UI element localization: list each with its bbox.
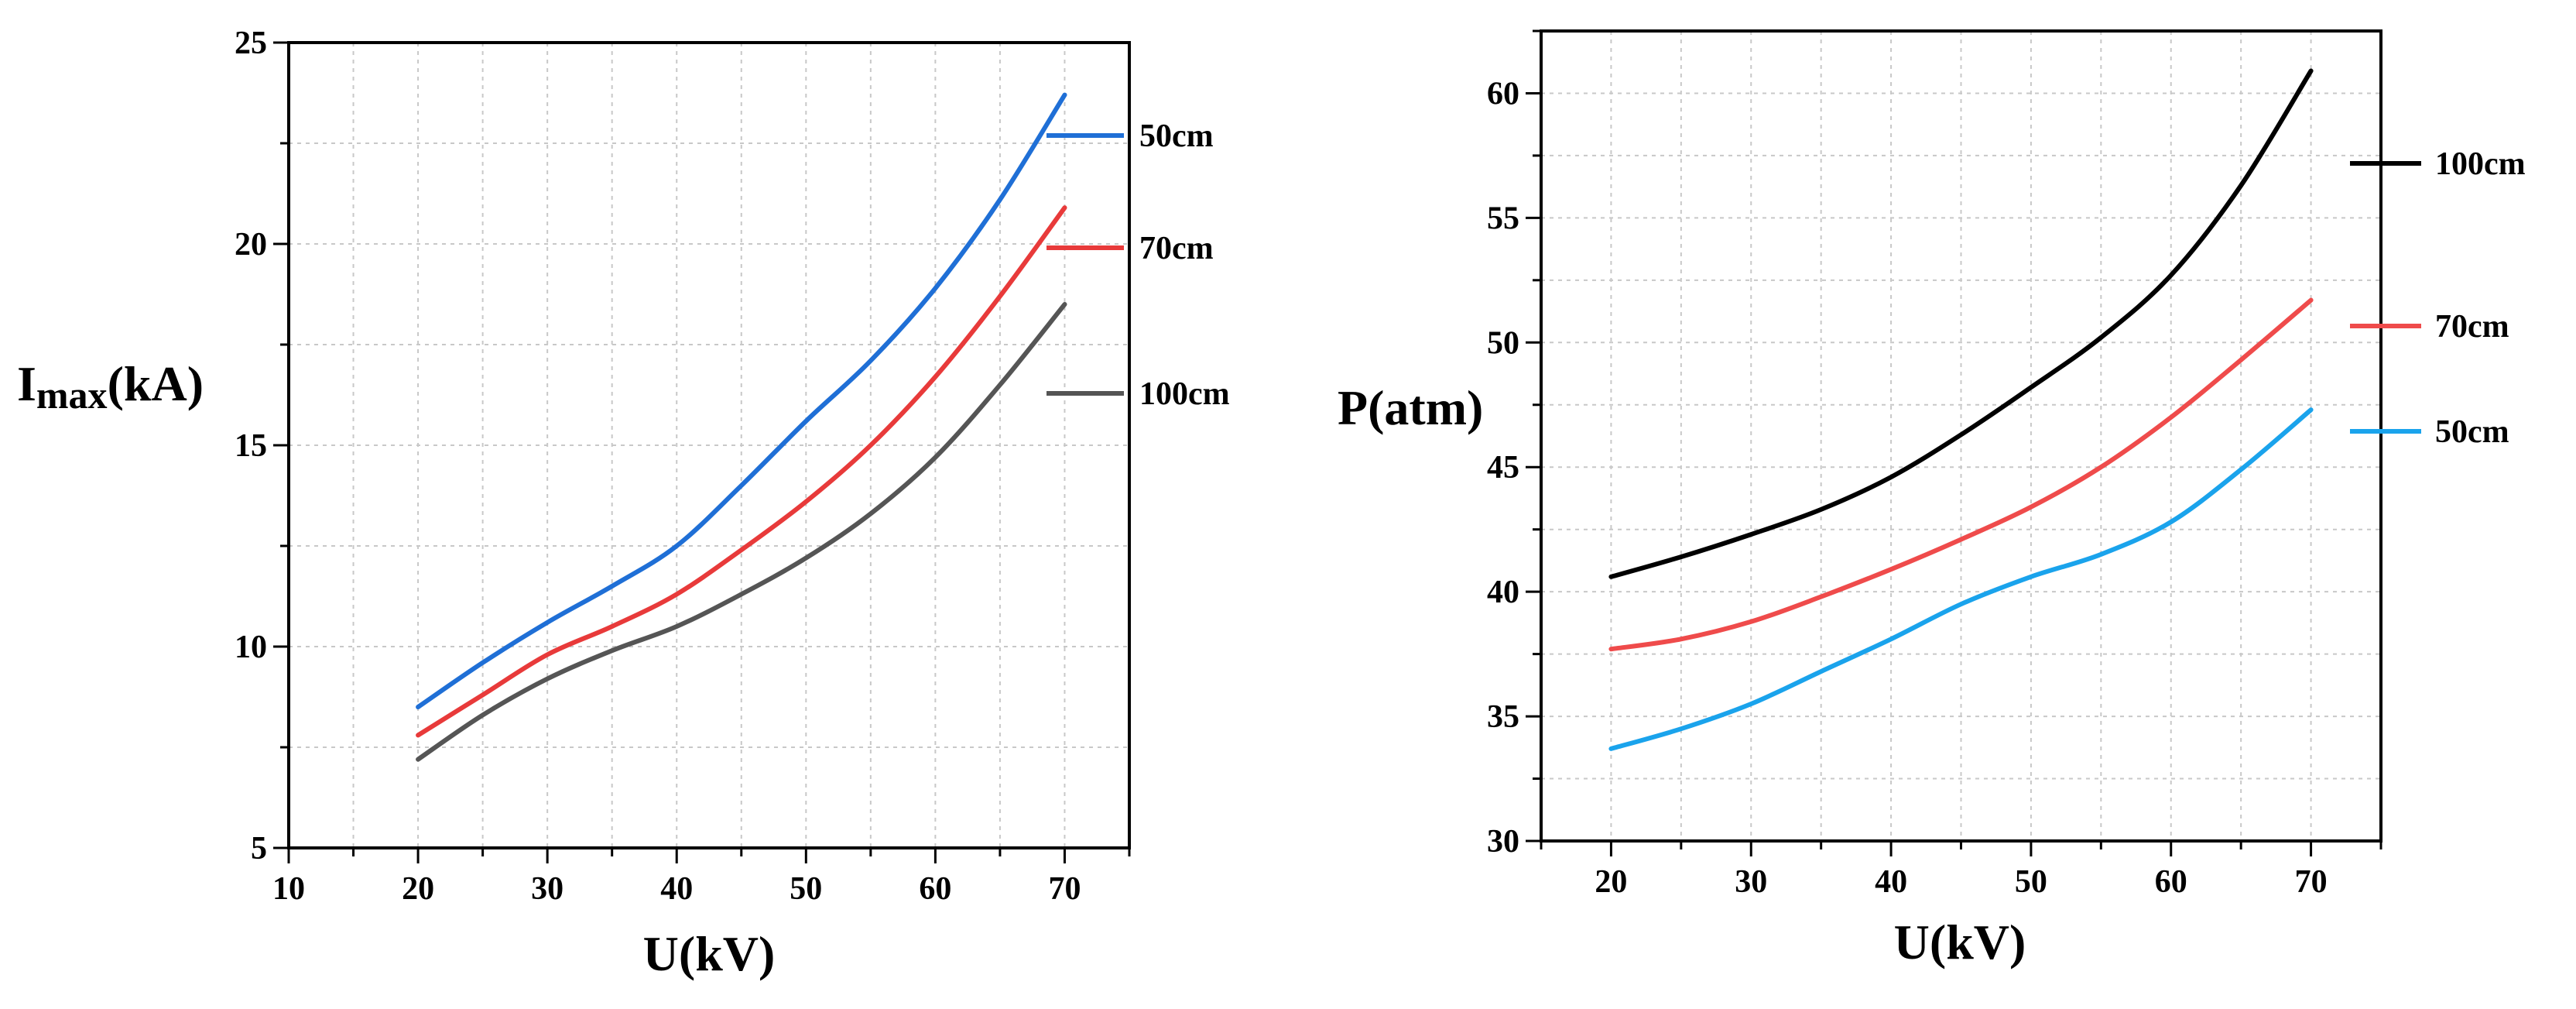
left-y-tick-label: 15 [235, 428, 267, 464]
right-legend: 100cm 70cm 50cm [2350, 146, 2526, 450]
right-series-line-70cm [1608, 297, 2314, 652]
left-y-axis-title-unit: (kA) [108, 356, 204, 411]
left-series [416, 92, 1067, 762]
right-series-line-100cm [1608, 68, 2314, 579]
right-x-tick-label: 70 [2295, 864, 2328, 900]
right-y-tick-label: 40 [1487, 575, 1519, 610]
left-grid [289, 43, 1129, 848]
right-tick-labels: 20 30 40 50 60 70 30 35 40 45 50 55 60 [1487, 76, 2328, 900]
right-y-tick-label: 50 [1487, 325, 1519, 361]
right-chart: 20 30 40 50 60 70 30 35 40 45 50 55 60 100cm 70cm 50cm… [1338, 29, 2526, 970]
right-y-axis-title: P(atm) [1338, 380, 1483, 435]
left-y-tick-label: 10 [235, 630, 267, 665]
right-x-tick-label: 20 [1595, 864, 1627, 900]
right-y-tick-label: 55 [1487, 201, 1519, 236]
left-legend-label-50cm: 50cm [1139, 118, 1214, 154]
left-x-tick-label: 50 [790, 871, 822, 907]
right-y-tick-label: 35 [1487, 699, 1519, 735]
right-y-tick-label: 30 [1487, 824, 1519, 860]
right-ticks [1526, 29, 2382, 856]
right-x-tick-label: 50 [2015, 864, 2047, 900]
left-x-tick-label: 70 [1048, 871, 1081, 907]
left-y-tick-label: 25 [235, 26, 267, 61]
left-y-tick-label: 20 [235, 227, 267, 263]
left-legend-label-70cm: 70cm [1139, 231, 1214, 266]
left-y-axis-title-main: I [17, 356, 36, 411]
left-series-line-100cm [416, 302, 1067, 762]
right-x-tick-label: 30 [1735, 864, 1767, 900]
right-series-line-50cm [1608, 407, 2314, 751]
right-series [1608, 68, 2314, 751]
left-x-tick-label: 10 [272, 871, 305, 907]
right-y-tick-label: 60 [1487, 76, 1519, 112]
right-legend-label-50cm: 50cm [2435, 414, 2509, 450]
right-y-tick-label: 45 [1487, 450, 1519, 486]
left-legend-label-100cm: 100cm [1139, 376, 1230, 412]
left-y-axis-title-subscript: max [36, 373, 108, 417]
left-legend: 50cm 70cm 100cm [1046, 118, 1230, 412]
left-y-axis-title: Imax(kA) [17, 356, 204, 417]
left-x-tick-label: 60 [919, 871, 951, 907]
left-x-tick-label: 40 [660, 871, 693, 907]
right-legend-label-100cm: 100cm [2435, 146, 2526, 182]
left-y-tick-label: 5 [251, 831, 267, 867]
right-x-tick-label: 40 [1875, 864, 1907, 900]
left-ticks [273, 41, 1131, 863]
left-series-line-50cm [416, 92, 1067, 709]
right-legend-label-70cm: 70cm [2435, 309, 2509, 345]
left-x-tick-label: 30 [531, 871, 564, 907]
right-x-tick-label: 60 [2155, 864, 2187, 900]
left-x-axis-title: U(kV) [643, 926, 776, 981]
right-x-axis-title: U(kV) [1894, 915, 2026, 970]
left-series-line-70cm [416, 205, 1067, 738]
left-x-tick-label: 20 [402, 871, 434, 907]
